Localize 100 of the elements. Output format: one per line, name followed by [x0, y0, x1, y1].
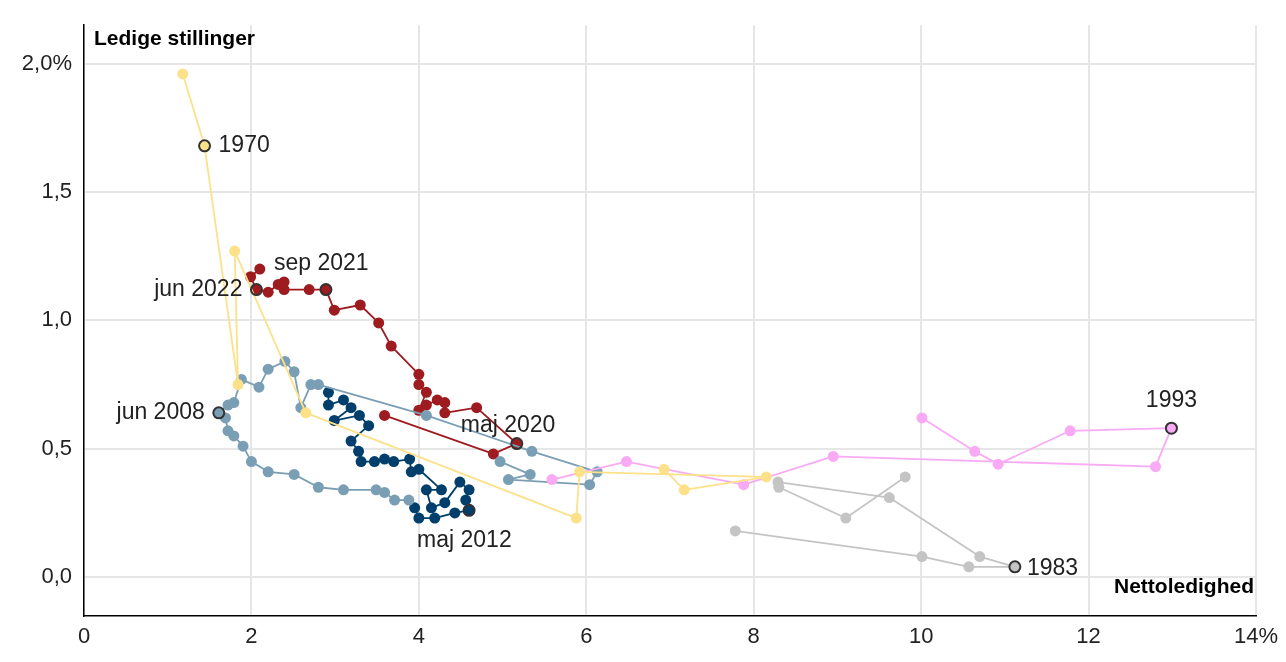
point [546, 474, 558, 486]
annotation: jun 2008 [115, 398, 205, 425]
x-axis-title: Nettoledighed [1113, 574, 1254, 598]
point [420, 386, 432, 398]
point [379, 409, 391, 421]
point [222, 399, 234, 411]
point [405, 466, 417, 478]
point [353, 409, 365, 421]
annotation: jun 2022 [153, 274, 243, 301]
y-tick-label: 2,0% [21, 49, 72, 75]
y-tick-label: 1,5 [41, 178, 72, 204]
point [969, 445, 981, 457]
point [385, 340, 397, 352]
point [584, 479, 596, 491]
x-tick-label: 6 [580, 622, 593, 648]
point [288, 366, 300, 378]
point [262, 286, 274, 298]
point [526, 445, 538, 457]
point [354, 299, 366, 311]
point [409, 502, 421, 514]
point [449, 507, 461, 519]
point [338, 484, 350, 496]
point [494, 456, 506, 468]
point [502, 474, 514, 486]
point [388, 456, 400, 468]
point [1150, 461, 1162, 473]
point [1064, 425, 1076, 437]
point [524, 468, 536, 480]
x-tick-label: 10 [908, 622, 934, 648]
point [254, 263, 266, 275]
point [840, 512, 852, 524]
point [262, 466, 274, 478]
point [379, 486, 391, 498]
x-tick-label: 0 [77, 622, 91, 648]
point [460, 494, 472, 506]
point [439, 497, 451, 509]
x-tick-label: 8 [747, 622, 760, 648]
annotation: 1983 [1026, 554, 1079, 581]
point [228, 430, 240, 442]
point [288, 468, 300, 480]
point [420, 484, 432, 496]
point [413, 368, 425, 380]
annotation: sep 2021 [273, 248, 369, 275]
point [413, 512, 425, 524]
point [439, 407, 451, 419]
point [345, 435, 357, 447]
point [322, 386, 334, 398]
point [379, 453, 391, 465]
point [363, 420, 375, 432]
point [678, 484, 690, 496]
point [312, 481, 324, 493]
y-tick-label: 0,5 [41, 434, 72, 460]
point [300, 407, 312, 419]
point [429, 512, 441, 524]
x-tick-label: 2 [245, 622, 258, 648]
point [992, 458, 1004, 470]
point [355, 456, 367, 468]
point [974, 551, 986, 563]
point [471, 402, 483, 414]
point [413, 379, 425, 391]
annotation: maj 2012 [417, 525, 512, 552]
point [338, 394, 350, 406]
point [389, 494, 401, 506]
point [232, 379, 244, 391]
point [963, 561, 975, 573]
point [237, 440, 249, 452]
point [899, 471, 911, 483]
point [328, 304, 340, 316]
point [463, 484, 475, 496]
annotation: 1993 [1145, 385, 1198, 412]
point [245, 456, 257, 468]
y-tick-label: 1,0 [41, 306, 72, 332]
point [916, 551, 928, 563]
point [229, 245, 241, 257]
x-tick-label: 14% [1233, 622, 1279, 648]
point [368, 456, 380, 468]
point [916, 412, 928, 424]
x-tick-label: 12 [1076, 622, 1101, 648]
annotation: 1970 [218, 131, 270, 158]
point [253, 381, 265, 393]
point [420, 409, 432, 421]
x-tick-label: 4 [412, 622, 425, 648]
point [487, 448, 499, 460]
point [827, 450, 839, 462]
point [345, 402, 357, 414]
point [760, 471, 772, 483]
y-tick-label: 0,0 [41, 563, 72, 589]
point [883, 492, 895, 504]
point [570, 512, 582, 524]
point [322, 399, 334, 411]
point [435, 484, 447, 496]
point [729, 525, 741, 537]
point [620, 456, 632, 468]
point [454, 476, 466, 488]
point [658, 463, 670, 475]
point [353, 445, 365, 457]
point [574, 466, 586, 478]
point [303, 284, 315, 296]
point [425, 502, 437, 514]
point [404, 453, 416, 465]
